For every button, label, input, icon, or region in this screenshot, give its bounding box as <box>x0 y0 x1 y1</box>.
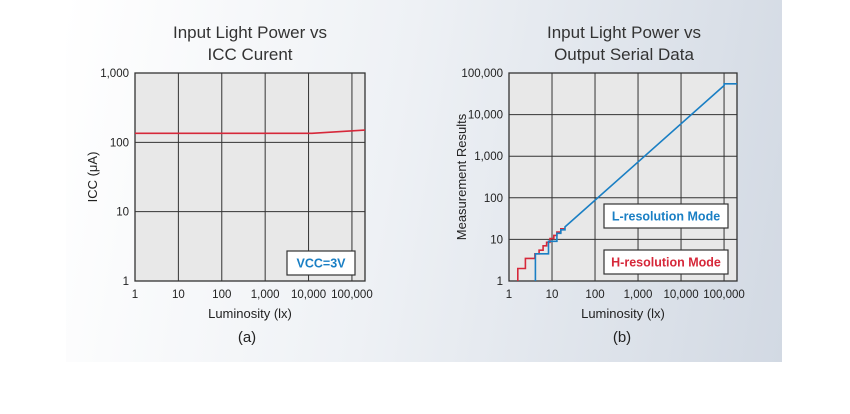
chart2-x-tick-label: 10 <box>546 289 559 301</box>
chart1-title-line-1: Input Light Power vs <box>173 23 327 42</box>
chart2-title-line-2: Output Serial Data <box>554 45 694 64</box>
chart2-x-tick-label: 10,000 <box>663 289 698 301</box>
chart1-y-axis-label: ICC (μA) <box>85 152 100 203</box>
chart2-legend-label-1: L-resolution Mode <box>612 210 720 224</box>
chart1-x-tick-label: 100 <box>212 289 231 301</box>
chart2-title-line-1: Input Light Power vs <box>547 23 701 42</box>
chart2-legend-box-1 <box>603 203 729 229</box>
chart2-series-line-2 <box>534 83 737 281</box>
chart1-caption: (a) <box>238 329 256 346</box>
chart2-y-tick-label: 100,000 <box>461 68 503 80</box>
chart1-y-tick-label: 10 <box>116 207 129 219</box>
chart1-x-tick-label: 1,000 <box>251 289 280 301</box>
chart2-y-tick-label: 1,000 <box>474 151 503 163</box>
chart2-y-tick-label: 100 <box>484 193 503 205</box>
chart2-x-tick-label: 1 <box>506 289 512 301</box>
chart2-y-axis-label: Measurement Results <box>454 113 469 240</box>
chart2-x-tick-label: 100 <box>585 289 604 301</box>
chart1-x-tick-label: 100,000 <box>331 289 373 301</box>
chart1-annotation-label-1: VCC=3V <box>297 257 347 271</box>
chart2-legend-label-2: H-resolution Mode <box>611 256 721 270</box>
chart2-y-tick-label: 10,000 <box>468 110 503 122</box>
chart2-y-tick-label: 1 <box>497 276 503 288</box>
chart2-x-tick-label: 1,000 <box>624 289 653 301</box>
chart1-x-axis-label: Luminosity (lx) <box>208 306 292 321</box>
chart1-x-tick-label: 1 <box>132 289 138 301</box>
chart1-series-line-1 <box>135 129 366 135</box>
chart2-legend-box-2 <box>603 249 729 275</box>
chart1-y-tick-label: 100 <box>110 137 129 149</box>
chart1-annotation-box-1 <box>286 250 356 276</box>
chart1-x-tick-label: 10,000 <box>291 289 326 301</box>
chart1-x-tick-label: 10 <box>172 289 185 301</box>
chart2-x-tick-label: 100,000 <box>703 289 745 301</box>
chart2-caption: (b) <box>613 329 631 346</box>
chart1-y-tick-label: 1 <box>123 276 129 288</box>
chart2-x-axis-label: Luminosity (lx) <box>581 306 665 321</box>
chart2-y-tick-label: 10 <box>490 234 503 246</box>
chart1-plot-area <box>134 72 366 282</box>
chart1-title-line-2: ICC Curent <box>207 45 292 64</box>
chart1-y-tick-label: 1,000 <box>100 68 129 80</box>
